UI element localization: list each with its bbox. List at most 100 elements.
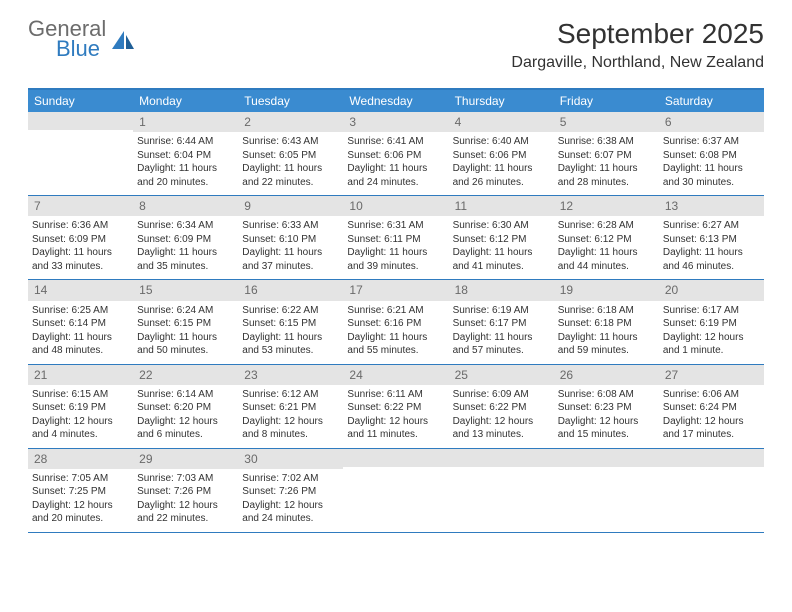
title-block: September 2025 Dargaville, Northland, Ne… — [511, 18, 764, 72]
day-info-line: Sunset: 7:26 PM — [137, 485, 234, 499]
day-number: 16 — [238, 280, 343, 300]
day-number: 10 — [343, 196, 448, 216]
day-info-line: Sunset: 6:11 PM — [347, 233, 444, 247]
day-cell: 11Sunrise: 6:30 AMSunset: 6:12 PMDayligh… — [449, 196, 554, 279]
weekday-header: Thursday — [449, 90, 554, 112]
week-row: 14Sunrise: 6:25 AMSunset: 6:14 PMDayligh… — [28, 280, 764, 364]
day-info-line: Sunrise: 6:11 AM — [347, 388, 444, 402]
day-number: 30 — [238, 449, 343, 469]
day-cell: 21Sunrise: 6:15 AMSunset: 6:19 PMDayligh… — [28, 365, 133, 448]
day-cell — [554, 449, 659, 532]
day-cell: 9Sunrise: 6:33 AMSunset: 6:10 PMDaylight… — [238, 196, 343, 279]
day-number: 27 — [659, 365, 764, 385]
day-info-line: Sunrise: 6:17 AM — [663, 304, 760, 318]
day-info-line: Daylight: 11 hours — [242, 331, 339, 345]
day-info-line: and 8 minutes. — [242, 428, 339, 442]
day-cell: 10Sunrise: 6:31 AMSunset: 6:11 PMDayligh… — [343, 196, 448, 279]
day-cell: 13Sunrise: 6:27 AMSunset: 6:13 PMDayligh… — [659, 196, 764, 279]
day-info-line: and 24 minutes. — [347, 176, 444, 190]
day-number — [659, 449, 764, 467]
day-info-line: and 20 minutes. — [137, 176, 234, 190]
day-info-line: Daylight: 11 hours — [453, 162, 550, 176]
day-info-line: Daylight: 12 hours — [453, 415, 550, 429]
day-info-line: Sunset: 6:15 PM — [242, 317, 339, 331]
day-info-line: and 41 minutes. — [453, 260, 550, 274]
day-info-line: and 17 minutes. — [663, 428, 760, 442]
day-info-line: Daylight: 11 hours — [558, 162, 655, 176]
day-info-line: Daylight: 11 hours — [663, 246, 760, 260]
day-info-line: Daylight: 12 hours — [242, 415, 339, 429]
day-info-line: Sunset: 7:26 PM — [242, 485, 339, 499]
day-cell: 15Sunrise: 6:24 AMSunset: 6:15 PMDayligh… — [133, 280, 238, 363]
header: General Blue September 2025 Dargaville, … — [0, 0, 792, 78]
day-info-line: Sunrise: 6:19 AM — [453, 304, 550, 318]
location: Dargaville, Northland, New Zealand — [511, 54, 764, 72]
day-info-line: Daylight: 12 hours — [137, 415, 234, 429]
day-info-line: and 24 minutes. — [242, 512, 339, 526]
day-info-line: and 13 minutes. — [453, 428, 550, 442]
day-cell: 3Sunrise: 6:41 AMSunset: 6:06 PMDaylight… — [343, 112, 448, 195]
day-info-line: Sunrise: 6:44 AM — [137, 135, 234, 149]
day-info-line: and 59 minutes. — [558, 344, 655, 358]
day-info-line: and 50 minutes. — [137, 344, 234, 358]
week-row: 1Sunrise: 6:44 AMSunset: 6:04 PMDaylight… — [28, 112, 764, 196]
day-info-line: Sunrise: 6:09 AM — [453, 388, 550, 402]
week-row: 28Sunrise: 7:05 AMSunset: 7:25 PMDayligh… — [28, 449, 764, 533]
day-info-line: and 46 minutes. — [663, 260, 760, 274]
day-info-line: Sunset: 6:15 PM — [137, 317, 234, 331]
day-info-line: and 37 minutes. — [242, 260, 339, 274]
day-info-line: Sunset: 6:17 PM — [453, 317, 550, 331]
weekday-header: Friday — [554, 90, 659, 112]
day-info-line: Daylight: 11 hours — [242, 162, 339, 176]
day-number: 24 — [343, 365, 448, 385]
day-cell: 18Sunrise: 6:19 AMSunset: 6:17 PMDayligh… — [449, 280, 554, 363]
day-info-line: Sunset: 6:14 PM — [32, 317, 129, 331]
week-row: 21Sunrise: 6:15 AMSunset: 6:19 PMDayligh… — [28, 365, 764, 449]
day-number: 4 — [449, 112, 554, 132]
day-info-line: Sunset: 6:18 PM — [558, 317, 655, 331]
day-info-line: and 39 minutes. — [347, 260, 444, 274]
day-number: 21 — [28, 365, 133, 385]
day-info-line: Sunset: 6:08 PM — [663, 149, 760, 163]
day-info-line: Sunset: 6:23 PM — [558, 401, 655, 415]
day-number: 6 — [659, 112, 764, 132]
day-info-line: Daylight: 11 hours — [453, 246, 550, 260]
calendar: SundayMondayTuesdayWednesdayThursdayFrid… — [28, 88, 764, 533]
day-info-line: Sunrise: 6:21 AM — [347, 304, 444, 318]
day-info-line: Sunset: 6:22 PM — [453, 401, 550, 415]
day-number: 22 — [133, 365, 238, 385]
day-info-line: Sunrise: 7:02 AM — [242, 472, 339, 486]
day-info-line: Sunset: 6:10 PM — [242, 233, 339, 247]
day-cell: 4Sunrise: 6:40 AMSunset: 6:06 PMDaylight… — [449, 112, 554, 195]
day-info-line: Sunrise: 6:22 AM — [242, 304, 339, 318]
day-info-line: Sunrise: 6:30 AM — [453, 219, 550, 233]
weekday-header: Saturday — [659, 90, 764, 112]
day-cell: 27Sunrise: 6:06 AMSunset: 6:24 PMDayligh… — [659, 365, 764, 448]
day-number: 5 — [554, 112, 659, 132]
day-info-line: Daylight: 12 hours — [32, 415, 129, 429]
day-info-line: Sunrise: 6:43 AM — [242, 135, 339, 149]
day-info-line: Sunrise: 6:28 AM — [558, 219, 655, 233]
day-info-line: and 4 minutes. — [32, 428, 129, 442]
day-info-line: Sunset: 6:21 PM — [242, 401, 339, 415]
day-info-line: and 22 minutes. — [242, 176, 339, 190]
day-number: 23 — [238, 365, 343, 385]
day-info-line: Sunrise: 6:36 AM — [32, 219, 129, 233]
day-info-line: Sunrise: 6:06 AM — [663, 388, 760, 402]
day-info-line: Daylight: 11 hours — [137, 331, 234, 345]
weekday-header: Tuesday — [238, 90, 343, 112]
day-info-line: Sunset: 6:04 PM — [137, 149, 234, 163]
day-info-line: and 30 minutes. — [663, 176, 760, 190]
day-info-line: Daylight: 12 hours — [663, 415, 760, 429]
day-info-line: Sunrise: 6:27 AM — [663, 219, 760, 233]
day-number: 25 — [449, 365, 554, 385]
day-info-line: Sunrise: 6:08 AM — [558, 388, 655, 402]
day-number — [554, 449, 659, 467]
day-info-line: Sunset: 6:06 PM — [453, 149, 550, 163]
day-cell: 19Sunrise: 6:18 AMSunset: 6:18 PMDayligh… — [554, 280, 659, 363]
day-info-line: and 28 minutes. — [558, 176, 655, 190]
day-cell: 24Sunrise: 6:11 AMSunset: 6:22 PMDayligh… — [343, 365, 448, 448]
day-number: 19 — [554, 280, 659, 300]
weekday-header: Monday — [133, 90, 238, 112]
day-info-line: Sunrise: 6:31 AM — [347, 219, 444, 233]
